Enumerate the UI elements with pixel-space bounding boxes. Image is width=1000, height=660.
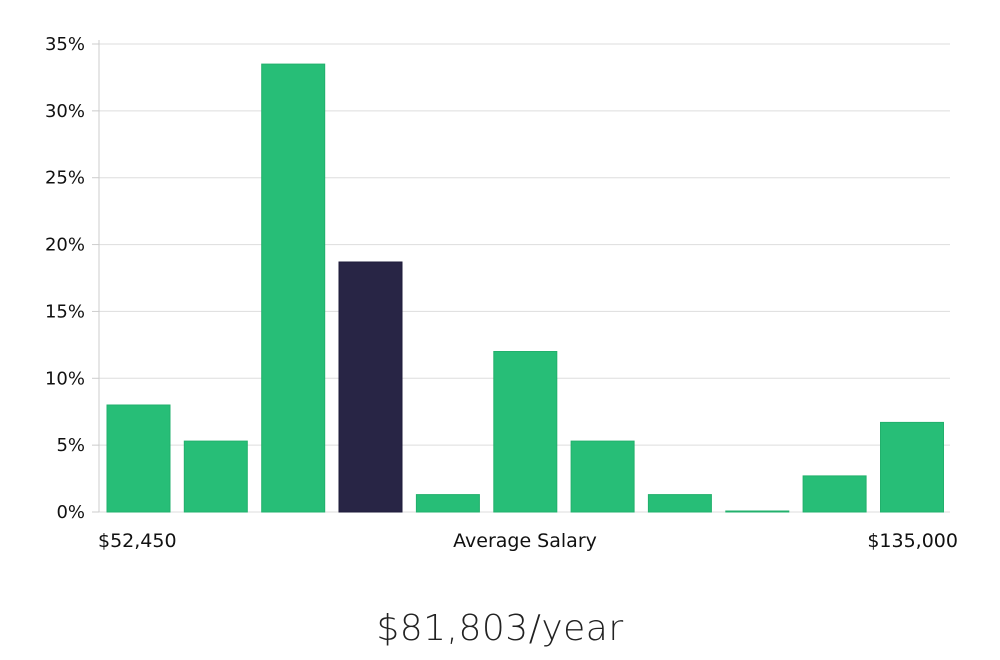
bar [647, 494, 712, 513]
y-tick-label: 30% [45, 101, 85, 122]
y-tick-label: 20% [45, 235, 85, 256]
bar [183, 440, 248, 513]
y-tick-label: 25% [45, 168, 85, 189]
y-tick-label: 5% [56, 435, 85, 456]
bar [261, 63, 326, 513]
x-axis-center-label: Average Salary [453, 530, 597, 552]
bar [106, 404, 171, 513]
y-tick-label: 10% [45, 368, 85, 389]
y-axis-ticks: 0% 5% 10% 15% 20% 25% 30% 35% [45, 34, 99, 523]
y-tick-label: 0% [56, 502, 85, 523]
x-max-label: $135,000 [867, 530, 958, 552]
bar [415, 494, 480, 513]
y-tick-label: 15% [45, 301, 85, 322]
bar [802, 475, 867, 513]
y-tick-label: 35% [45, 34, 85, 55]
bars [106, 63, 944, 513]
x-min-label: $52,450 [98, 530, 177, 552]
bar [725, 510, 790, 513]
bar-highlighted [338, 261, 403, 513]
bar [570, 440, 635, 513]
average-salary-value: $81,803/year [376, 608, 624, 649]
bar [880, 421, 944, 513]
bar [493, 351, 558, 513]
salary-histogram-chart: 0% 5% 10% 15% 20% 25% 30% 35% $52,450 Average S… [45, 34, 958, 552]
